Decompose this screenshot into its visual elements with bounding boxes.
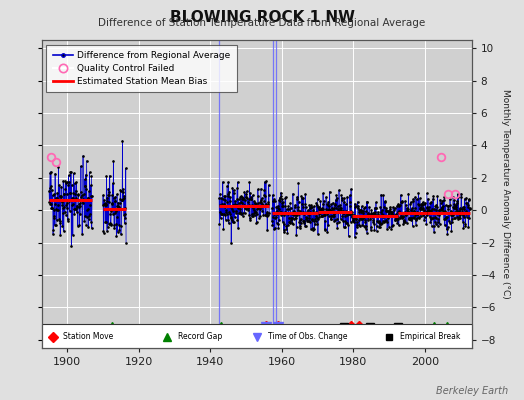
Text: Time of Obs. Change: Time of Obs. Change [267, 332, 347, 341]
Text: BLOWING ROCK 1 NW: BLOWING ROCK 1 NW [169, 10, 355, 25]
Text: Station Move: Station Move [63, 332, 114, 341]
Y-axis label: Monthly Temperature Anomaly Difference (°C): Monthly Temperature Anomaly Difference (… [501, 89, 510, 299]
Text: Difference of Station Temperature Data from Regional Average: Difference of Station Temperature Data f… [99, 18, 425, 28]
Text: Empirical Break: Empirical Break [400, 332, 461, 341]
Text: Berkeley Earth: Berkeley Earth [436, 386, 508, 396]
Legend: Difference from Regional Average, Quality Control Failed, Estimated Station Mean: Difference from Regional Average, Qualit… [47, 44, 237, 92]
Text: Record Gap: Record Gap [178, 332, 222, 341]
FancyBboxPatch shape [42, 324, 472, 348]
